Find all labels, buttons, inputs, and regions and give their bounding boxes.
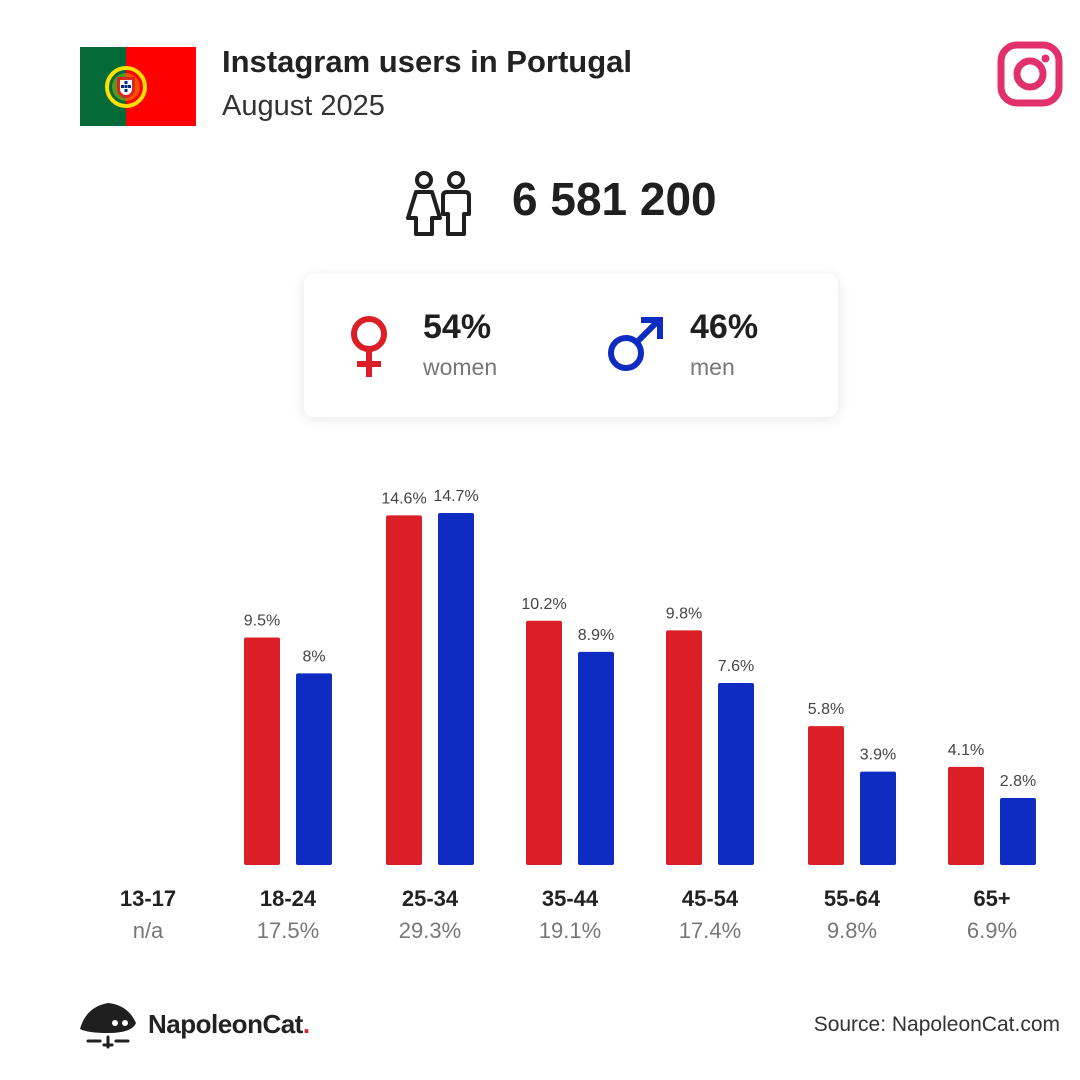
portugal-flag-icon [80,47,196,126]
bar-men-25-34 [438,513,474,865]
bar-women-55-64 [808,726,844,865]
x-tick-label-35-44: 35-44 [542,886,599,911]
bar-men-18-24 [296,673,332,865]
brand-name-text: NapoleonCat [148,1009,303,1039]
x-tick-label-13-17: 13-17 [120,886,176,911]
value-label-men-18-24: 8% [302,648,325,665]
value-label-men-35-44: 8.9% [578,627,614,644]
value-label-women-65+: 4.1% [948,742,984,759]
gender-split-card [304,274,838,417]
page-title: Instagram users in Portugal [222,44,632,79]
x-tick-label-65+: 65+ [973,886,1010,911]
value-label-men-55-64: 3.9% [860,747,896,764]
x-tick-label-18-24: 18-24 [260,886,317,911]
total-users: 6 581 200 [512,173,717,225]
bar-men-45-54 [718,683,754,865]
value-label-women-25-34: 14.6% [381,490,426,507]
bar-women-65+ [948,766,984,865]
women-percent: 54% [423,308,492,346]
x-tick-label-25-34: 25-34 [402,886,459,911]
bar-men-35-44 [578,651,614,865]
x-tick-label-45-54: 45-54 [682,886,739,911]
value-label-women-35-44: 10.2% [521,596,566,613]
category-total-45-54: 17.4% [679,918,741,943]
category-total-18-24: 17.5% [257,918,319,943]
brand-dot: . [302,1009,310,1039]
bar-men-55-64 [860,771,896,865]
bar-women-25-34 [386,515,422,865]
value-label-men-65+: 2.8% [1000,773,1036,790]
value-label-women-18-24: 9.5% [244,613,280,630]
value-label-women-45-54: 9.8% [666,605,702,622]
category-total-55-64: 9.8% [827,918,877,943]
category-total-25-34: 29.3% [399,918,461,943]
x-tick-label-55-64: 55-64 [824,886,881,911]
age-gender-bar-chart: 13-17 n/a 9.5% 8% 18-24 17.5% 14.6% 14.7% 25-34 2… [120,488,1036,943]
bar-women-18-24 [244,637,280,865]
value-label-men-25-34: 14.7% [433,488,478,505]
female-symbol-icon [351,316,387,377]
napoleoncat-logo-icon [80,1003,136,1049]
women-label: women [423,354,498,380]
value-label-men-45-54: 7.6% [718,658,754,675]
page-subtitle: August 2025 [222,90,385,122]
category-total-35-44: 19.1% [539,918,601,943]
men-percent: 46% [690,308,759,346]
category-total-65+: 6.9% [967,918,1017,943]
male-symbol-icon [608,317,663,371]
instagram-icon [997,41,1063,107]
bar-women-45-54 [666,630,702,865]
men-label: men [690,354,735,380]
bar-women-35-44 [526,620,562,865]
category-total-13-17: n/a [133,918,164,943]
source-text: Source: NapoleonCat.com [813,1013,1060,1036]
brand-name: NapoleonCat. [148,1009,310,1040]
people-icon [406,171,471,236]
value-label-women-55-64: 5.8% [808,701,844,718]
bar-men-65+ [1000,797,1036,865]
